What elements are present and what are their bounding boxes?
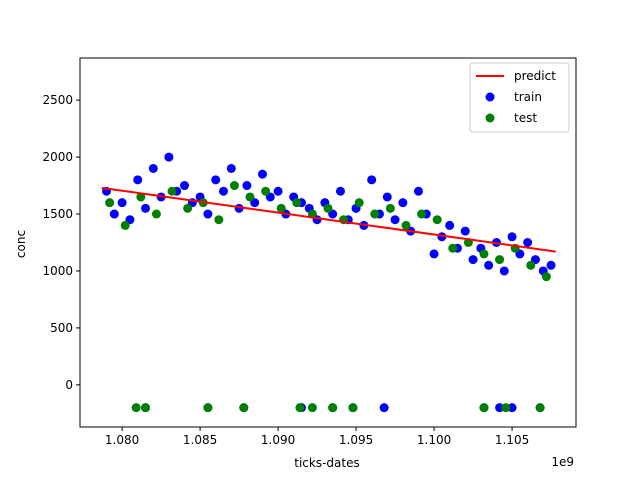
train-point (507, 232, 517, 242)
test-point (120, 220, 130, 230)
train-point (523, 238, 533, 247)
train-point (398, 198, 408, 208)
train-point (164, 152, 174, 162)
train-point (203, 209, 213, 219)
train-point (546, 260, 556, 270)
test-point (183, 203, 193, 213)
train-point (390, 215, 400, 225)
y-tick-label: 1500 (42, 207, 73, 221)
train-point (367, 175, 377, 185)
train-point (117, 198, 127, 208)
test-point (501, 403, 511, 413)
test-point (323, 203, 333, 213)
test-point (328, 403, 338, 413)
x-tick-label: 1.100 (417, 433, 451, 447)
test-point (295, 403, 305, 413)
x-tick-label: 1.095 (339, 433, 373, 447)
test-point (354, 198, 364, 208)
train-point (242, 181, 252, 191)
test-point (131, 403, 141, 413)
train-point (226, 163, 236, 173)
y-tick-label: 0 (65, 378, 73, 392)
predict-line (101, 186, 556, 253)
train-point (148, 163, 158, 173)
y-tick-label: 1000 (42, 264, 73, 278)
train-point (273, 186, 283, 196)
x-axis-offset-label: 1e9 (551, 455, 574, 469)
x-tick-label: 1.085 (183, 433, 217, 447)
test-point (401, 220, 411, 230)
y-axis-label: conc (14, 230, 28, 258)
train-point (335, 186, 345, 196)
test-point (214, 215, 224, 225)
plot-area (101, 152, 556, 413)
train-point (211, 175, 221, 185)
y-tick-label: 2000 (42, 150, 73, 164)
legend: predict train test (469, 62, 570, 133)
test-point (495, 255, 505, 265)
data-marks (101, 152, 556, 413)
x-tick-label: 1.080 (105, 433, 139, 447)
test-point (151, 209, 161, 219)
train-point (507, 403, 517, 413)
test-point (479, 249, 489, 259)
train-point (257, 169, 267, 179)
legend-box (469, 62, 570, 133)
test-point (229, 181, 239, 191)
test-point (448, 243, 458, 253)
test-point (417, 209, 427, 219)
test-point (261, 186, 271, 196)
train-point (495, 403, 505, 413)
test-point (479, 403, 489, 413)
train-point (445, 220, 455, 230)
test-point (370, 209, 380, 219)
train-point (468, 255, 478, 265)
test-point (541, 272, 551, 282)
y-tick-label: 2500 (42, 93, 73, 107)
test-point (385, 203, 395, 213)
train-point (218, 186, 228, 196)
train-point (109, 209, 119, 219)
legend-test-swatch (485, 113, 495, 123)
train-point (379, 403, 389, 413)
train-point (429, 249, 439, 259)
axes-frame (79, 57, 577, 428)
train-point (499, 266, 509, 276)
test-point (348, 403, 358, 413)
x-axis-label: ticks-dates (294, 456, 359, 470)
test-point (276, 203, 286, 213)
test-point (167, 186, 177, 196)
test-point (239, 403, 249, 413)
test-point (136, 192, 146, 202)
test-point (292, 198, 302, 208)
axes: 1.080 1.085 1.090 1.095 1.100 1.105 0 500 1000 15… (42, 57, 577, 447)
test-point (105, 198, 115, 208)
test-point (535, 403, 545, 413)
test-point (307, 403, 317, 413)
test-point (526, 260, 536, 270)
y-tick-label: 500 (50, 321, 73, 335)
x-tick-label: 1.090 (261, 433, 295, 447)
legend-predict-label: predict (514, 69, 556, 83)
train-point (484, 260, 494, 270)
train-point (382, 192, 392, 202)
test-point (245, 192, 255, 202)
train-point (413, 186, 423, 196)
legend-train-swatch (485, 92, 495, 102)
legend-test-label: test (514, 111, 537, 125)
test-point (432, 215, 442, 225)
legend-train-label: train (514, 90, 542, 104)
train-point (460, 226, 470, 236)
test-point (203, 403, 213, 413)
train-point (180, 181, 190, 191)
x-tick-label: 1.105 (495, 433, 529, 447)
test-point (141, 403, 151, 413)
train-point (133, 175, 143, 185)
train-point (141, 203, 151, 213)
